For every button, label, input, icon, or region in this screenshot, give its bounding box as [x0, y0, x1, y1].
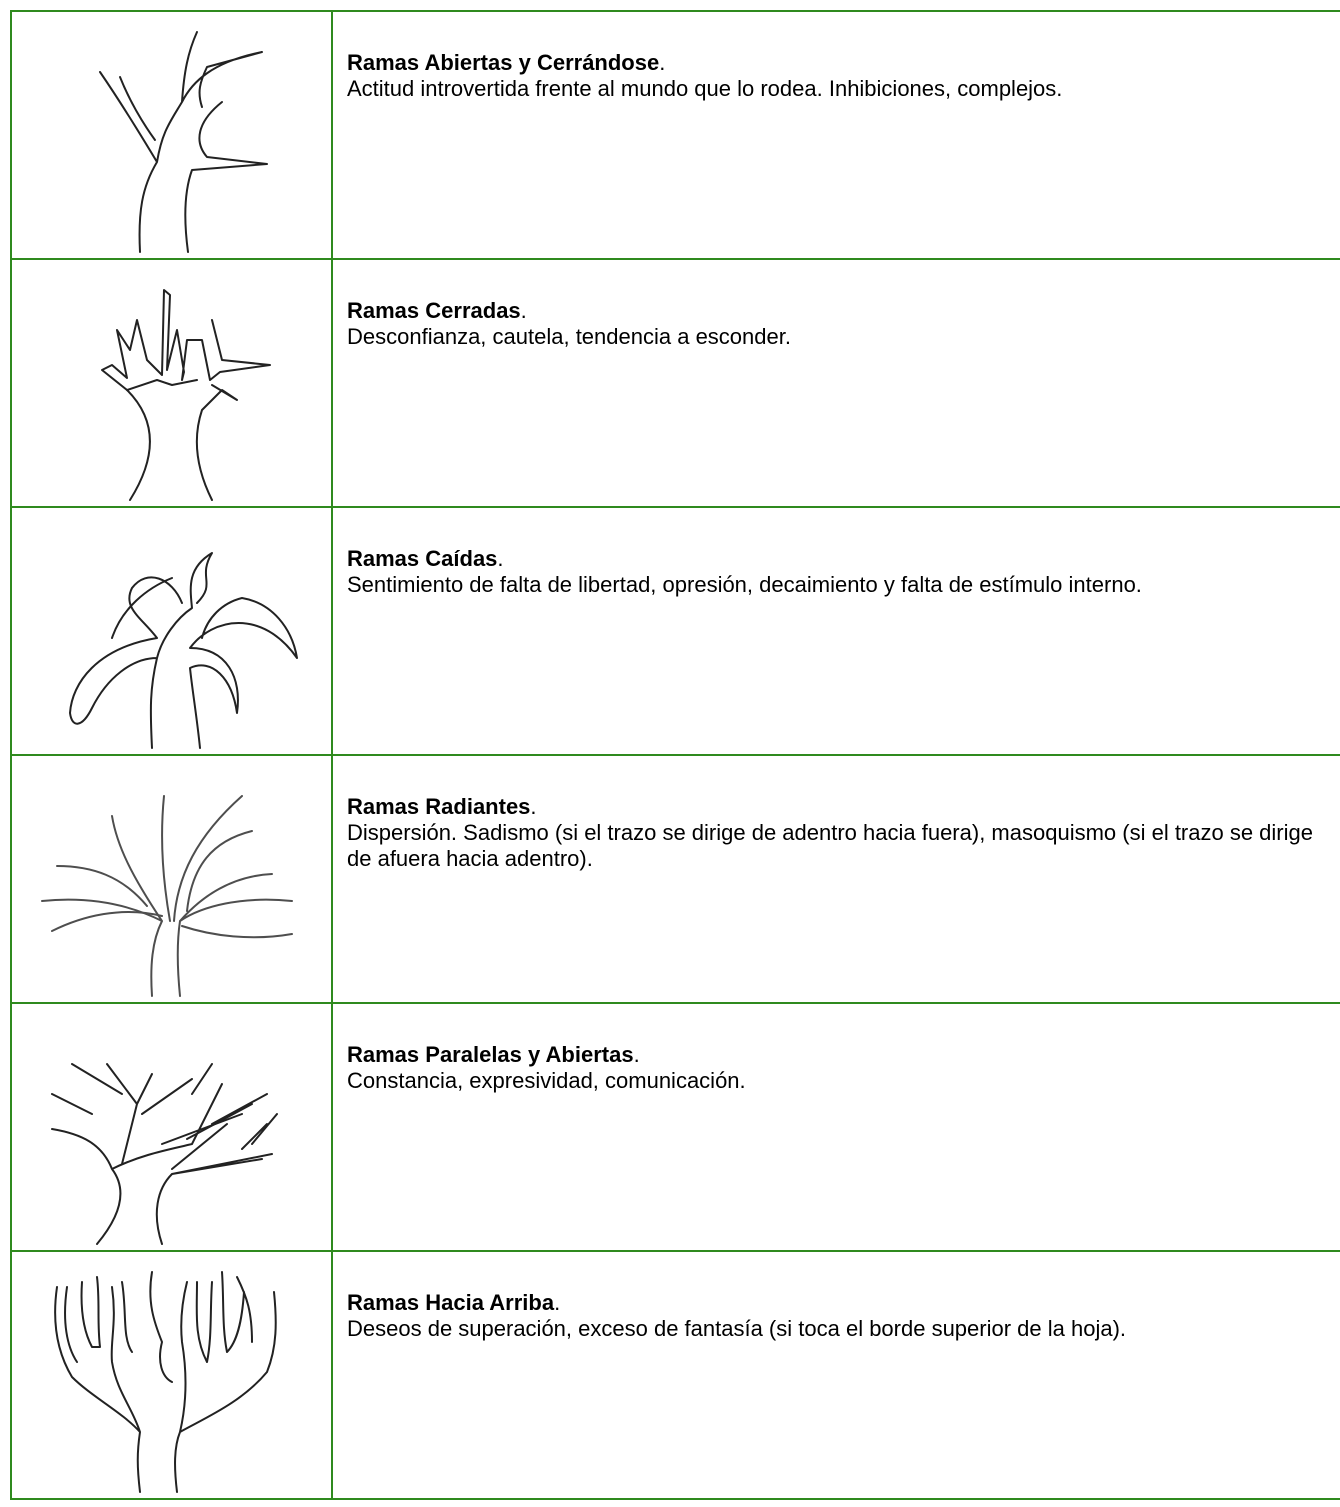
- table-row: Ramas Hacia Arriba. Deseos de superación,…: [12, 1252, 1340, 1500]
- tree-drawing: [12, 1252, 333, 1498]
- row-title: Ramas Paralelas y Abiertas: [347, 1042, 634, 1067]
- row-title: Ramas Radiantes: [347, 794, 531, 819]
- cell-text: Ramas Radiantes. Dispersión. Sadismo (si …: [347, 794, 1332, 872]
- row-description: Dispersión. Sadismo (si el trazo se diri…: [347, 820, 1313, 871]
- table-row: Ramas Abiertas y Cerrándose. Actitud intr…: [12, 12, 1340, 260]
- row-description: Actitud introvertida frente al mundo que…: [347, 76, 1063, 101]
- cell-text: Ramas Paralelas y Abiertas. Constancia, e…: [347, 1042, 1332, 1094]
- title-end: .: [530, 794, 537, 819]
- table-row: Ramas Radiantes. Dispersión. Sadismo (si …: [12, 756, 1340, 1004]
- title-end: .: [633, 1042, 640, 1067]
- row-title: Ramas Hacia Arriba: [347, 1290, 555, 1315]
- title-end: .: [554, 1290, 561, 1315]
- cell-text: Ramas Caídas. Sentimiento de falta de lib…: [347, 546, 1332, 598]
- table-row: Ramas Caídas. Sentimiento de falta de lib…: [12, 508, 1340, 756]
- row-title: Ramas Abiertas y Cerrándose: [347, 50, 660, 75]
- row-description: Deseos de superación, exceso de fantasía…: [347, 1316, 1127, 1341]
- table-row: Ramas Cerradas. Desconfianza, cautela, te…: [12, 260, 1340, 508]
- tree-drawing: [12, 1004, 333, 1250]
- table: Ramas Abiertas y Cerrándose. Actitud intr…: [10, 10, 1340, 1500]
- row-description: Constancia, expresividad, comunicación.: [347, 1068, 746, 1093]
- row-description: Desconfianza, cautela, tendencia a escon…: [347, 324, 791, 349]
- row-description: Sentimiento de falta de libertad, opresi…: [347, 572, 1142, 597]
- tree-drawing: [12, 12, 333, 258]
- cell-text: Ramas Hacia Arriba. Deseos de superación,…: [347, 1290, 1332, 1342]
- cell-text: Ramas Cerradas. Desconfianza, cautela, te…: [347, 298, 1332, 350]
- tree-drawing: [12, 756, 333, 1002]
- tree-drawing: [12, 260, 333, 506]
- row-title: Ramas Cerradas: [347, 298, 521, 323]
- title-end: .: [520, 298, 527, 323]
- row-title: Ramas Caídas: [347, 546, 498, 571]
- tree-drawing: [12, 508, 333, 754]
- title-end: .: [659, 50, 666, 75]
- title-end: .: [497, 546, 504, 571]
- cell-text: Ramas Abiertas y Cerrándose. Actitud intr…: [347, 50, 1332, 102]
- table-row: Ramas Paralelas y Abiertas. Constancia, e…: [12, 1004, 1340, 1252]
